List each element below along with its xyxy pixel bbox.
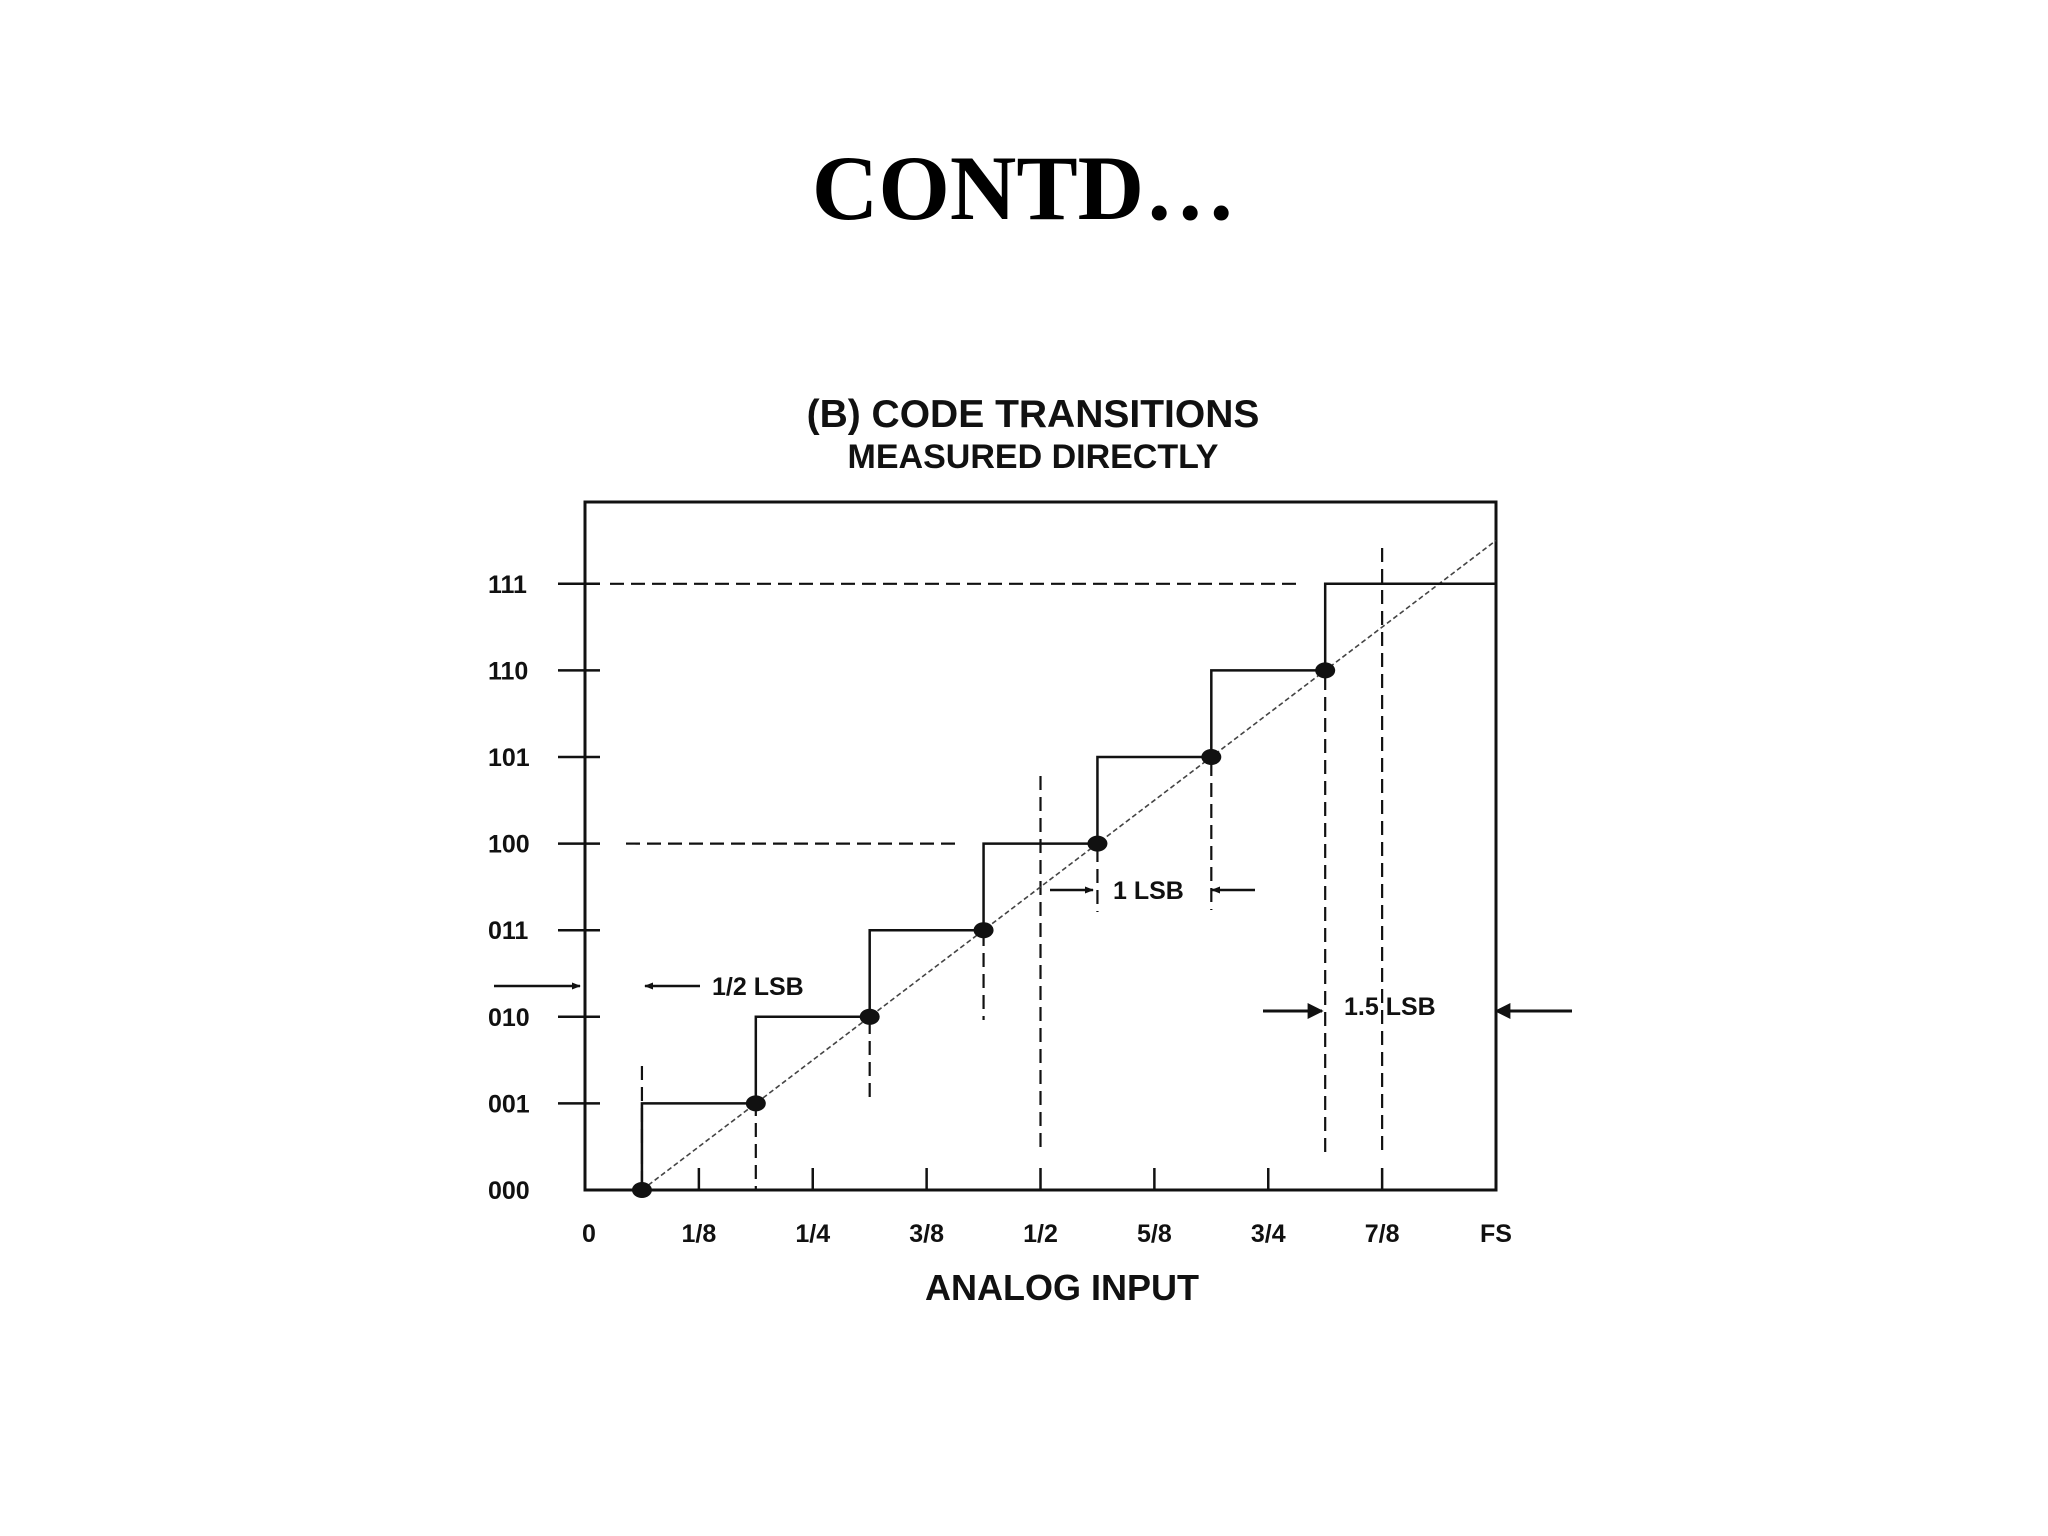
x-tick-label: 1/2	[1023, 1220, 1058, 1248]
code-transition-point	[1087, 835, 1108, 852]
y-tick-label: 111	[488, 571, 527, 599]
y-tick-label: 001	[488, 1090, 530, 1118]
x-tick-label: FS	[1480, 1220, 1512, 1248]
ideal-transfer-line	[641, 539, 1497, 1191]
x-axis-label: ANALOG INPUT	[925, 1267, 1199, 1308]
x-tick-label: 5/8	[1137, 1220, 1172, 1248]
one-lsb-label: 1 LSB	[1113, 877, 1184, 905]
code-transition-point	[1315, 662, 1336, 679]
code-transition-point	[859, 1008, 880, 1025]
one-and-half-lsb-label: 1.5 LSB	[1344, 993, 1436, 1021]
x-tick-label: 0	[582, 1220, 596, 1248]
code-transition-point	[1201, 749, 1222, 765]
x-tick-label: 1/4	[795, 1220, 830, 1248]
x-tick-label: 3/8	[909, 1220, 944, 1248]
slide-title: CONTD…	[811, 137, 1237, 239]
code-transition-point	[973, 922, 994, 939]
y-tick-label: 110	[488, 657, 528, 685]
y-tick-label: 100	[488, 831, 530, 859]
x-tick-label: 1/8	[681, 1220, 716, 1248]
staircase-transfer-function	[640, 582, 1496, 1190]
half-lsb-label: 1/2 LSB	[712, 973, 804, 1001]
chart-subtitle: MEASURED DIRECTLY	[848, 438, 1219, 476]
y-tick-label: 011	[488, 917, 528, 945]
code-transition-point	[745, 1095, 766, 1112]
y-tick-label: 101	[488, 744, 530, 772]
x-tick-label: 3/4	[1251, 1220, 1286, 1248]
code-transition-point	[631, 1182, 652, 1198]
y-tick-label: 000	[488, 1177, 530, 1205]
y-tick-label: 010	[488, 1004, 530, 1032]
x-tick-label: 7/8	[1365, 1220, 1400, 1248]
chart-title: (B) CODE TRANSITIONS	[807, 393, 1260, 436]
